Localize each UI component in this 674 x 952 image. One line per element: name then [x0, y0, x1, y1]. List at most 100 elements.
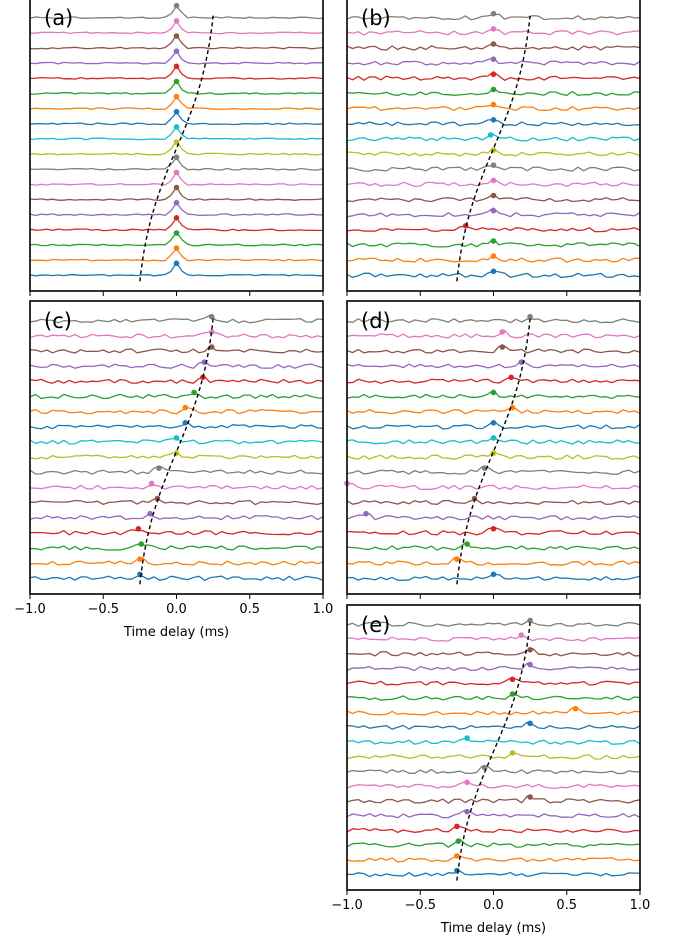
trace-line	[29, 406, 324, 415]
peak-marker	[527, 617, 533, 624]
panel-frame	[29, 300, 324, 595]
peak-marker	[490, 86, 497, 93]
peak-marker	[509, 404, 516, 411]
trace-line	[346, 542, 641, 551]
trace-line	[29, 484, 324, 490]
peak-marker	[156, 465, 162, 472]
trace-line	[346, 513, 641, 521]
peak-marker	[173, 245, 180, 251]
x-tick-label: −1.0	[14, 602, 46, 617]
peak-marker	[490, 56, 497, 62]
peak-marker	[527, 794, 533, 800]
peak-marker	[173, 124, 180, 130]
trace-line	[346, 765, 640, 775]
peak-marker	[527, 313, 533, 320]
peak-marker	[138, 541, 145, 547]
peak-marker	[173, 33, 180, 39]
peak-marker	[173, 154, 180, 160]
peak-marker	[173, 215, 180, 221]
trace-line	[346, 662, 641, 672]
trace-line	[29, 498, 324, 506]
peak-marker	[490, 253, 497, 259]
trace-line	[346, 647, 640, 657]
peak-marker	[455, 838, 462, 844]
trace-line	[346, 482, 641, 491]
delay-guide-curve	[456, 318, 531, 585]
peak-marker	[527, 661, 533, 668]
trace-line	[346, 795, 641, 804]
peak-marker	[148, 480, 155, 487]
trace-line	[346, 694, 641, 701]
peak-marker	[464, 735, 470, 741]
trace-line	[29, 376, 324, 384]
trace-line	[346, 557, 641, 566]
peak-marker	[454, 867, 460, 874]
peak-marker	[363, 510, 369, 517]
peak-marker	[490, 435, 497, 441]
trace-line	[346, 721, 641, 731]
trace-line	[346, 329, 641, 339]
trace-line	[346, 359, 641, 369]
x-axis-label: Time delay (ms)	[123, 625, 229, 640]
peak-marker	[490, 10, 497, 17]
x-tick-label: 1.0	[630, 898, 651, 913]
panel-label: (e)	[361, 613, 390, 637]
trace-line	[346, 677, 641, 686]
peak-marker	[481, 465, 488, 472]
peak-marker	[487, 132, 494, 138]
trace-line	[29, 465, 324, 475]
trace-line	[346, 707, 641, 716]
trace-line	[346, 809, 641, 819]
peak-marker	[572, 705, 579, 712]
peak-marker	[490, 526, 497, 532]
trace-line	[346, 133, 641, 142]
trace-line	[29, 575, 324, 582]
peak-marker	[173, 63, 180, 70]
delay-guide-curve	[139, 15, 214, 282]
trace-line	[29, 557, 324, 566]
trace-line	[29, 543, 324, 551]
panel-label: (c)	[44, 309, 72, 333]
peak-marker	[509, 691, 516, 697]
trace-line	[29, 513, 324, 521]
delay-guide-curve	[139, 318, 214, 585]
peak-marker	[173, 2, 180, 9]
peak-marker	[173, 93, 180, 100]
peak-marker	[490, 571, 497, 578]
peak-marker	[490, 101, 497, 108]
peak-marker	[173, 169, 180, 176]
delay-guide-curve	[456, 15, 531, 282]
panel-c: −1.0 −0.5 0.0 0.5 1.0 Time delay (ms) (c)	[14, 300, 333, 640]
x-tick-label: −0.5	[404, 898, 436, 913]
peak-marker	[527, 647, 533, 653]
peak-marker	[173, 260, 180, 267]
peak-marker	[490, 117, 497, 123]
peak-marker	[509, 676, 516, 683]
peak-marker	[454, 823, 460, 830]
trace-line	[346, 620, 641, 627]
peak-marker	[173, 230, 180, 236]
trace-line	[29, 393, 324, 400]
peak-marker	[173, 435, 180, 441]
panel-d: (d)	[344, 300, 641, 599]
x-tick-label: −0.5	[87, 602, 119, 617]
trace-line	[346, 870, 640, 878]
trace-line	[346, 466, 641, 475]
trace-line	[346, 345, 641, 354]
peak-marker	[490, 71, 497, 78]
peak-marker	[173, 48, 180, 54]
peak-marker	[490, 420, 497, 426]
peak-marker	[208, 313, 215, 320]
x-tick-label: 0.0	[166, 602, 187, 617]
peak-marker	[464, 779, 470, 786]
peak-marker	[481, 764, 488, 771]
trace-line	[346, 825, 641, 834]
peak-marker	[182, 420, 189, 426]
delay-guide-curve	[456, 622, 531, 881]
peak-marker	[464, 808, 470, 815]
peak-marker	[191, 389, 197, 396]
trace-line	[346, 838, 641, 848]
peak-marker	[490, 268, 497, 275]
peak-marker	[499, 344, 506, 350]
panel-a: (a)	[29, 0, 324, 296]
